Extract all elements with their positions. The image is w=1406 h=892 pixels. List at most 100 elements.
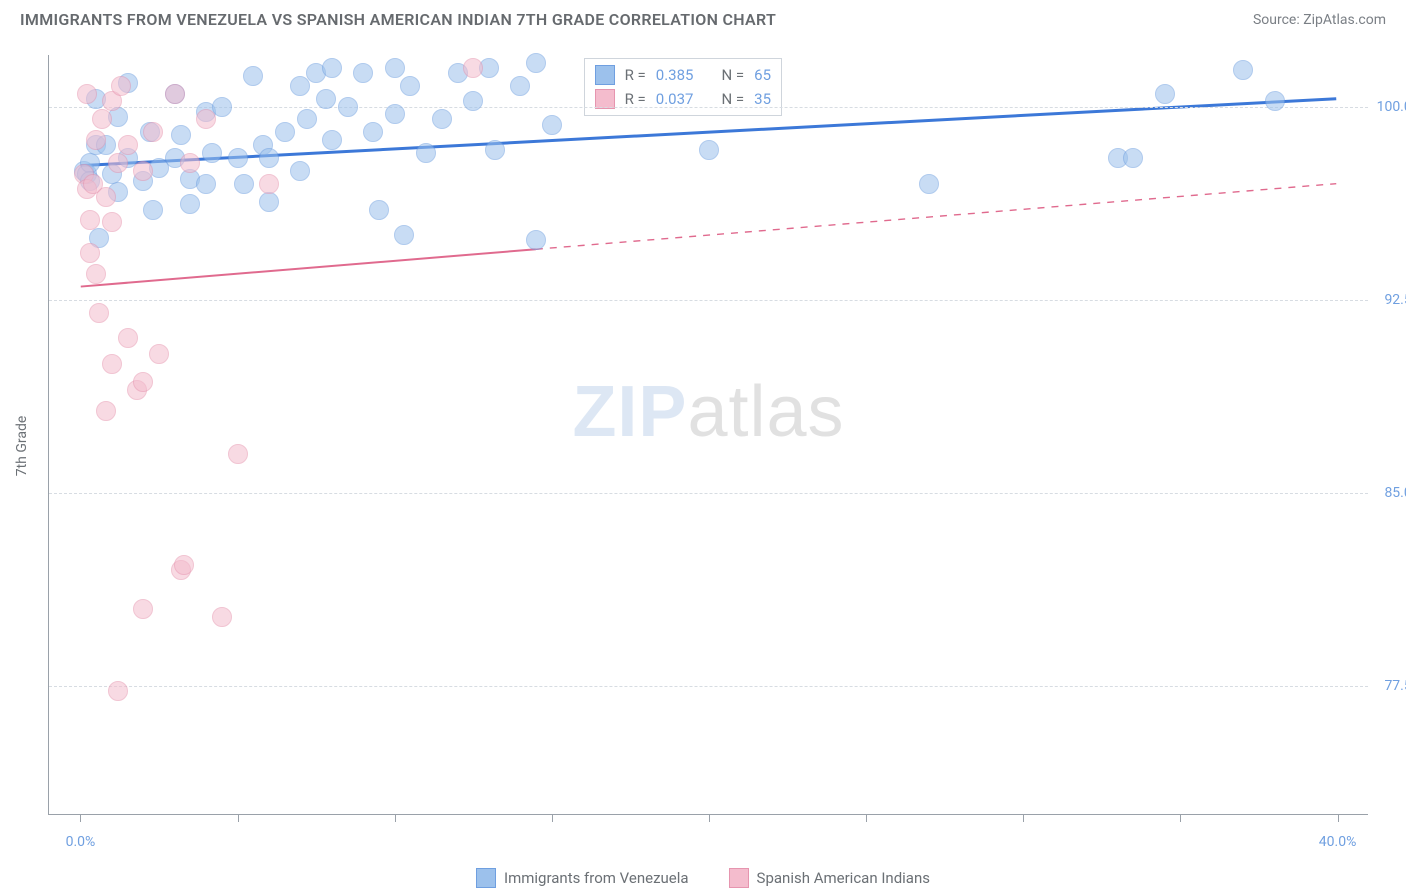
scatter-point	[316, 89, 336, 109]
scatter-point	[919, 174, 939, 194]
scatter-point	[86, 130, 106, 150]
y-tick-label: 77.5%	[1384, 678, 1406, 694]
y-tick-label: 100.0%	[1377, 99, 1406, 115]
scatter-point	[297, 109, 317, 129]
legend-swatch	[729, 868, 749, 888]
stat-r-value: 0.385	[656, 66, 694, 84]
scatter-point	[180, 153, 200, 173]
scatter-point	[77, 84, 97, 104]
scatter-point	[111, 76, 131, 96]
x-tick-label: 0.0%	[66, 834, 96, 850]
scatter-point	[1155, 84, 1175, 104]
x-tick	[709, 814, 710, 822]
scatter-point	[108, 681, 128, 701]
y-axis-title: 7th Grade	[14, 416, 30, 477]
scatter-point	[96, 187, 116, 207]
legend-label: Spanish American Indians	[757, 869, 930, 887]
scatter-point	[1123, 148, 1143, 168]
scatter-point	[353, 63, 373, 83]
scatter-point	[174, 555, 194, 575]
scatter-point	[118, 135, 138, 155]
scatter-point	[243, 66, 263, 86]
gridline-h	[49, 493, 1368, 494]
stat-r-label: R =	[625, 66, 646, 84]
x-tick	[552, 814, 553, 822]
x-tick-label: 40.0%	[1319, 834, 1357, 850]
gridline-h	[49, 300, 1368, 301]
scatter-point	[259, 148, 279, 168]
scatter-point	[108, 153, 128, 173]
stat-n-value: 65	[754, 66, 771, 84]
scatter-point	[171, 125, 191, 145]
scatter-point	[385, 58, 405, 78]
trend-lines-svg	[49, 55, 1368, 814]
scatter-point	[322, 58, 342, 78]
scatter-point	[234, 174, 254, 194]
chart-plot-area: ZIPatlas R =0.385N =65R =0.037N =35 77.5…	[48, 55, 1368, 815]
header-bar: IMMIGRANTS FROM VENEZUELA VS SPANISH AME…	[0, 0, 1406, 33]
scatter-point	[259, 174, 279, 194]
scatter-point	[143, 200, 163, 220]
gridline-h	[49, 686, 1368, 687]
stat-r-label: R =	[625, 90, 646, 108]
scatter-point	[510, 76, 530, 96]
x-tick	[80, 814, 81, 822]
trend-line-dashed	[536, 184, 1336, 250]
scatter-point	[92, 109, 112, 129]
scatter-point	[212, 607, 232, 627]
scatter-point	[149, 344, 169, 364]
scatter-point	[526, 53, 546, 73]
scatter-point	[394, 225, 414, 245]
trend-line-solid	[81, 249, 536, 286]
scatter-point	[96, 401, 116, 421]
scatter-point	[385, 104, 405, 124]
scatter-point	[322, 130, 342, 150]
x-tick	[866, 814, 867, 822]
legend-item: Spanish American Indians	[729, 868, 930, 888]
stat-n-label: N =	[721, 90, 744, 108]
scatter-point	[80, 243, 100, 263]
y-tick-label: 85.0%	[1384, 485, 1406, 501]
bottom-legend: Immigrants from Venezuela Spanish America…	[0, 868, 1406, 888]
stat-r-value: 0.037	[656, 90, 694, 108]
y-tick-label: 92.5%	[1384, 292, 1406, 308]
scatter-point	[1233, 60, 1253, 80]
scatter-point	[202, 143, 222, 163]
scatter-point	[338, 97, 358, 117]
chart-title: IMMIGRANTS FROM VENEZUELA VS SPANISH AME…	[20, 10, 776, 29]
scatter-point	[196, 109, 216, 129]
scatter-point	[699, 140, 719, 160]
x-tick	[238, 814, 239, 822]
x-tick	[1338, 814, 1339, 822]
legend-item: Immigrants from Venezuela	[476, 868, 689, 888]
scatter-point	[133, 161, 153, 181]
stats-swatch	[595, 65, 615, 85]
scatter-point	[526, 230, 546, 250]
scatter-point	[86, 264, 106, 284]
stat-n-label: N =	[721, 66, 744, 84]
scatter-point	[102, 212, 122, 232]
stats-row: R = 0.385 N = 65	[595, 63, 771, 87]
scatter-point	[80, 210, 100, 230]
scatter-point	[369, 200, 389, 220]
scatter-point	[485, 140, 505, 160]
scatter-point	[463, 91, 483, 111]
scatter-point	[259, 192, 279, 212]
scatter-point	[400, 76, 420, 96]
x-tick	[1180, 814, 1181, 822]
scatter-point	[165, 84, 185, 104]
scatter-point	[196, 174, 216, 194]
scatter-point	[275, 122, 295, 142]
scatter-point	[432, 109, 452, 129]
source-label: Source: ZipAtlas.com	[1253, 12, 1386, 28]
scatter-point	[1265, 91, 1285, 111]
scatter-point	[416, 143, 436, 163]
scatter-point	[228, 444, 248, 464]
legend-swatch	[476, 868, 496, 888]
stat-n-value: 35	[754, 90, 771, 108]
scatter-point	[463, 58, 483, 78]
x-tick	[395, 814, 396, 822]
legend-label: Immigrants from Venezuela	[504, 869, 689, 887]
scatter-point	[228, 148, 248, 168]
scatter-point	[133, 599, 153, 619]
